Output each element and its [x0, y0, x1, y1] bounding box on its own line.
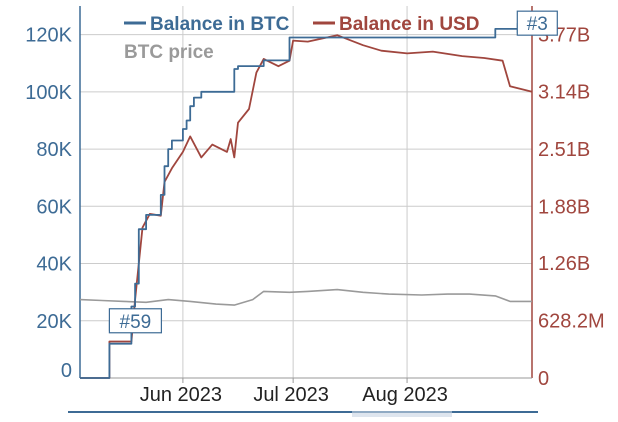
right-tick-label: 0: [538, 368, 549, 390]
x-tick-label: Aug 2023: [362, 384, 448, 406]
legend-label: Balance in BTC: [150, 14, 290, 35]
legend-label: Balance in USD: [339, 14, 479, 35]
legend-item: Balance in BTC: [124, 14, 290, 35]
annotations: #59 #3: [108, 10, 558, 334]
right-tick-label: 2.51B: [538, 139, 590, 161]
legend: Balance in BTC Balance in USD BTC price: [124, 14, 479, 63]
left-tick-label: 40K: [36, 254, 72, 276]
left-tick-label: 80K: [36, 139, 72, 161]
left-tick-label: 0: [61, 360, 72, 382]
left-tick-label: 60K: [36, 196, 72, 218]
right-tick-label: 628.2M: [538, 311, 605, 333]
annotation-label: #59: [120, 312, 152, 333]
legend-item: Balance in USD: [313, 14, 479, 35]
legend-label: BTC price: [124, 42, 214, 63]
annotation-flag: #3: [516, 10, 558, 36]
x-tick-label: Jul 2023: [253, 384, 329, 406]
left-tick-label: 20K: [36, 311, 72, 333]
scroll-indicator: [68, 404, 538, 417]
right-tick-label: 1.88B: [538, 197, 590, 219]
left-tick-label: 100K: [25, 82, 72, 104]
series-line-balance-in-usd: [80, 34, 533, 379]
legend-item: BTC price: [124, 42, 214, 63]
right-tick-label: 1.26B: [538, 253, 590, 275]
right-tick-label: 3.14B: [538, 82, 590, 104]
balance-chart: 0 20K 40K 60K 80K 100K 120K 0 628.2M 1.26B 1.88B 2.…: [25, 6, 605, 406]
grid-lines: [80, 6, 532, 378]
series-line-balance-in-btc: [80, 28, 532, 379]
annotation-box: [516, 10, 558, 36]
annotation-box: [108, 308, 162, 334]
axes: 0 20K 40K 60K 80K 100K 120K 0 628.2M 1.26B 1.88B 2.…: [25, 6, 605, 406]
x-tick-label: Jun 2023: [140, 384, 222, 406]
left-tick-label: 120K: [25, 25, 72, 47]
series-lines: [79, 28, 533, 379]
series-line-btc-price: [79, 288, 532, 306]
chart-container: 0 20K 40K 60K 80K 100K 120K 0 628.2M 1.26B 1.88B 2.…: [25, 6, 605, 417]
annotation-label: #3: [527, 14, 548, 35]
annotation-flag: #59: [108, 308, 162, 334]
